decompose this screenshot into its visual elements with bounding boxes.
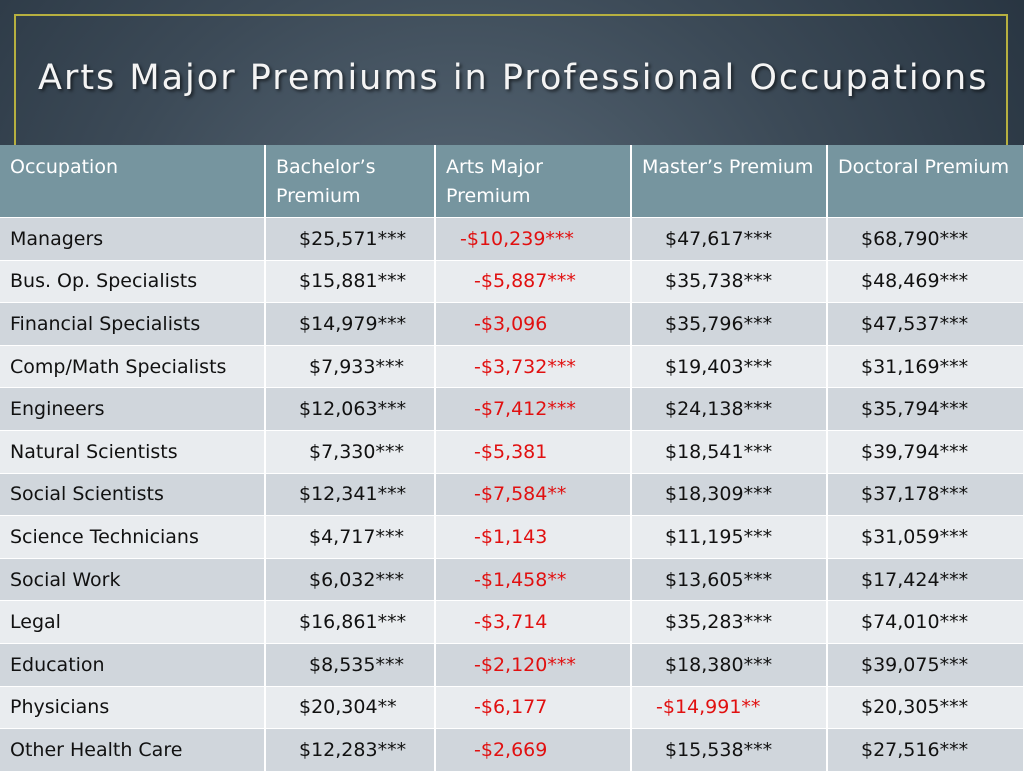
cell-occupation: Managers — [0, 217, 266, 261]
cell-bachelors: $20,304** — [265, 685, 436, 729]
cell-masters: $15,538*** — [631, 728, 828, 771]
table-row: Bus. Op. Specialists $15,881*** -$5,887*… — [0, 259, 1024, 303]
table-row: Legal $16,861*** -$3,714 $35,283*** $74,… — [0, 600, 1024, 644]
cell-doctoral: $35,794*** — [827, 387, 1024, 431]
cell-arts: -$3,732*** — [435, 344, 632, 388]
cell-arts: -$5,887*** — [435, 259, 632, 303]
table-row: Managers $25,571*** -$10,239*** $47,617*… — [0, 217, 1024, 261]
cell-occupation: Physicians — [0, 685, 266, 729]
cell-arts: -$7,584** — [435, 472, 632, 516]
premiums-table: Occupation Bachelor’s Premium Arts Major… — [0, 145, 1024, 771]
cell-doctoral: $17,424*** — [827, 557, 1024, 601]
cell-bachelors: $14,979*** — [265, 302, 436, 346]
cell-occupation: Other Health Care — [0, 728, 266, 771]
cell-occupation: Social Scientists — [0, 472, 266, 516]
cell-masters: $13,605*** — [631, 557, 828, 601]
table-row: Engineers $12,063*** -$7,412*** $24,138*… — [0, 387, 1024, 431]
cell-doctoral: $74,010*** — [827, 600, 1024, 644]
cell-occupation: Financial Specialists — [0, 302, 266, 346]
cell-occupation: Legal — [0, 600, 266, 644]
cell-masters: $18,541*** — [631, 429, 828, 474]
header-doctoral: Doctoral Premium — [827, 145, 1024, 218]
table-row: Physicians $20,304** -$6,177 -$14,991** … — [0, 685, 1024, 729]
cell-masters: $18,309*** — [631, 472, 828, 516]
cell-arts: -$1,143 — [435, 515, 632, 559]
cell-bachelors: $6,032*** — [265, 557, 436, 601]
table-row: Social Work $6,032*** -$1,458** $13,605*… — [0, 557, 1024, 601]
cell-occupation: Engineers — [0, 387, 266, 431]
cell-masters: $35,796*** — [631, 302, 828, 346]
cell-doctoral: $31,059*** — [827, 515, 1024, 559]
header-occupation: Occupation — [0, 145, 266, 218]
cell-masters: $18,380*** — [631, 642, 828, 687]
cell-bachelors: $4,717*** — [265, 515, 436, 559]
cell-bachelors: $8,535*** — [265, 642, 436, 687]
cell-bachelors: $25,571*** — [265, 217, 436, 261]
table-row: Financial Specialists $14,979*** -$3,096… — [0, 302, 1024, 346]
cell-occupation: Natural Scientists — [0, 429, 266, 474]
cell-doctoral: $39,075*** — [827, 642, 1024, 687]
cell-doctoral: $47,537*** — [827, 302, 1024, 346]
cell-doctoral: $27,516*** — [827, 728, 1024, 771]
cell-occupation: Social Work — [0, 557, 266, 601]
cell-bachelors: $7,330*** — [265, 429, 436, 474]
cell-bachelors: $12,341*** — [265, 472, 436, 516]
cell-masters: $35,283*** — [631, 600, 828, 644]
cell-bachelors: $15,881*** — [265, 259, 436, 303]
cell-arts: -$5,381 — [435, 429, 632, 474]
cell-occupation: Bus. Op. Specialists — [0, 259, 266, 303]
cell-doctoral: $48,469*** — [827, 259, 1024, 303]
cell-masters: -$14,991** — [631, 685, 828, 729]
cell-occupation: Science Technicians — [0, 515, 266, 559]
cell-occupation: Comp/Math Specialists — [0, 344, 266, 388]
table-row: Natural Scientists $7,330*** -$5,381 $18… — [0, 429, 1024, 474]
cell-doctoral: $31,169*** — [827, 344, 1024, 388]
slide-title: Arts Major Premiums in Professional Occu… — [38, 58, 989, 98]
cell-doctoral: $39,794*** — [827, 429, 1024, 474]
table-row: Social Scientists $12,341*** -$7,584** $… — [0, 472, 1024, 516]
cell-arts: -$7,412*** — [435, 387, 632, 431]
cell-masters: $47,617*** — [631, 217, 828, 261]
cell-masters: $11,195*** — [631, 515, 828, 559]
cell-arts: -$3,714 — [435, 600, 632, 644]
cell-arts: -$2,669 — [435, 728, 632, 771]
cell-bachelors: $12,283*** — [265, 728, 436, 771]
table-row: Education $8,535*** -$2,120*** $18,380**… — [0, 642, 1024, 687]
cell-occupation: Education — [0, 642, 266, 687]
table-row: Other Health Care $12,283*** -$2,669 $15… — [0, 728, 1024, 771]
cell-arts: -$2,120*** — [435, 642, 632, 687]
cell-arts: -$1,458** — [435, 557, 632, 601]
header-row: Occupation Bachelor’s Premium Arts Major… — [0, 145, 1024, 218]
cell-doctoral: $20,305*** — [827, 685, 1024, 729]
cell-arts: -$6,177 — [435, 685, 632, 729]
header-masters: Master’s Premium — [631, 145, 828, 218]
cell-bachelors: $12,063*** — [265, 387, 436, 431]
table-row: Science Technicians $4,717*** -$1,143 $1… — [0, 515, 1024, 559]
header-bachelors: Bachelor’s Premium — [265, 145, 436, 218]
cell-bachelors: $7,933*** — [265, 344, 436, 388]
cell-doctoral: $37,178*** — [827, 472, 1024, 516]
cell-bachelors: $16,861*** — [265, 600, 436, 644]
header-arts: Arts Major Premium — [435, 145, 632, 218]
cell-masters: $35,738*** — [631, 259, 828, 303]
cell-masters: $24,138*** — [631, 387, 828, 431]
cell-masters: $19,403*** — [631, 344, 828, 388]
cell-arts: -$10,239*** — [435, 217, 632, 261]
cell-doctoral: $68,790*** — [827, 217, 1024, 261]
cell-arts: -$3,096 — [435, 302, 632, 346]
table-row: Comp/Math Specialists $7,933*** -$3,732*… — [0, 344, 1024, 388]
